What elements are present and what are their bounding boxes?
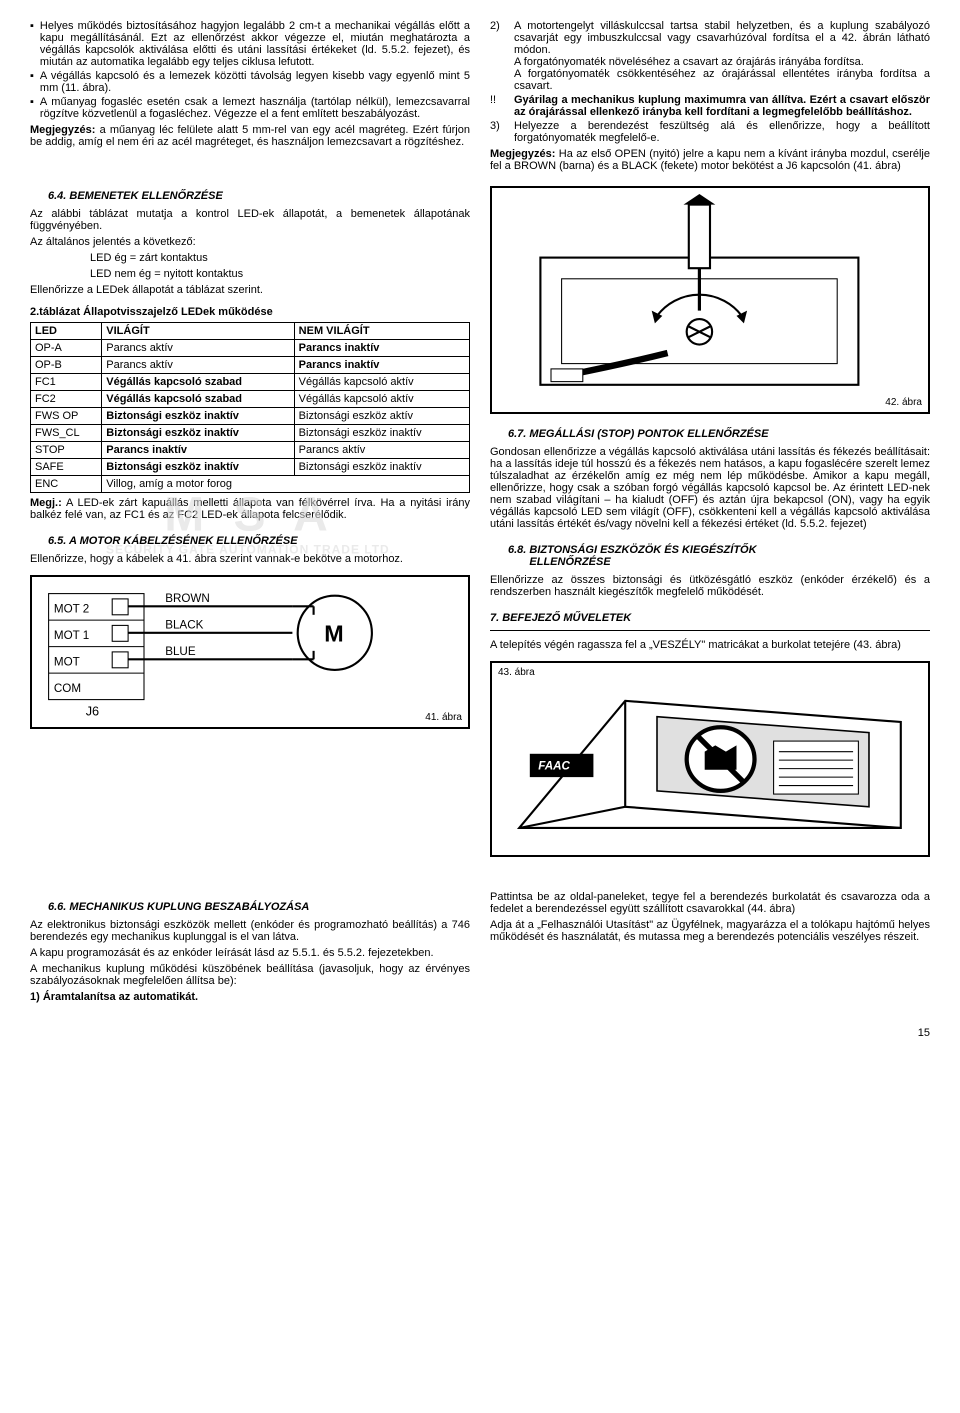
s7-body: A telepítés végén ragassza fel a „VESZÉL…	[490, 639, 930, 651]
bottom-p2: Adja át a „Felhasználói Utasítást" az Üg…	[490, 919, 930, 943]
motcom-label: MOT	[54, 656, 80, 669]
bullet-item: ▪ A műanyag fogasléc esetén csak a lemez…	[30, 96, 470, 120]
right-col-mid: 42. ábra 6.7. MEGÁLLÁSI (STOP) PONTOK EL…	[490, 176, 930, 867]
s64-off: LED nem ég = nyitott kontaktus	[30, 268, 470, 280]
fig41-caption: 41. ábra	[425, 712, 462, 723]
section-7-title: 7. BEFEJEZŐ MŰVELETEK	[490, 612, 930, 624]
note-label: Megjegyzés:	[490, 148, 555, 160]
section-6-8-title: 6.8. BIZTONSÁGI ESZKÖZÖK ÉS KIEGÉSZÍTŐK …	[490, 544, 930, 568]
excl-row: !! Gyárilag a mechanikus kuplung maximum…	[490, 94, 930, 118]
th-off: NEM VILÁGÍT	[294, 323, 469, 340]
fig43-caption: 43. ábra	[498, 667, 535, 678]
s64-gen: Az általános jelentés a következő:	[30, 236, 470, 248]
th-on: VILÁGÍT	[102, 323, 294, 340]
excl-text: Gyárilag a mechanikus kuplung maximumra …	[514, 94, 930, 118]
fig42-svg	[498, 194, 922, 406]
led-table: LED VILÁGÍT NEM VILÁGÍT OP-AParancs aktí…	[30, 322, 470, 493]
table-row: FWS OPBiztonsági eszköz inaktívBiztonság…	[31, 408, 470, 425]
step-text: Helyezze a berendezést feszültség alá és…	[514, 120, 930, 144]
left-col-top: ▪ Helyes működés biztosításához hagyjon …	[30, 20, 470, 176]
bullet-text: Helyes működés biztosításához hagyjon le…	[40, 20, 470, 68]
note-text: Ha az első OPEN (nyitó) jelre a kapu nem…	[490, 148, 930, 172]
top-columns: ▪ Helyes működés biztosításához hagyjon …	[30, 20, 930, 176]
table-caption: 2.táblázat Állapotvisszajelző LEDek műkö…	[30, 306, 470, 318]
step-text: A motortengelyt villáskulccsal tartsa st…	[514, 20, 930, 92]
blue-label: BLUE	[165, 645, 196, 658]
bullet-marker: ▪	[30, 96, 34, 120]
note-paragraph: Megjegyzés: Ha az első OPEN (nyitó) jelr…	[490, 148, 930, 172]
mid-columns: M S A SECURITY GATE AUTOMATION TRADE LTD…	[30, 176, 930, 867]
excl-marker: !!	[490, 94, 508, 118]
bullet-text: A végállás kapcsoló és a lemezek közötti…	[40, 70, 470, 94]
step-row: 3) Helyezze a berendezést feszültség alá…	[490, 120, 930, 144]
s67-body: Gondosan ellenőrizze a végállás kapcsoló…	[490, 446, 930, 530]
table-row: FWS_CLBiztonsági eszköz inaktívBiztonság…	[31, 425, 470, 442]
s66-p2: A kapu programozását és az enkóder leírá…	[30, 947, 470, 959]
left-col-bottom: 6.6. MECHANIKUS KUPLUNG BESZABÁLYOZÁSA A…	[30, 887, 470, 1007]
bullet-item: ▪ A végállás kapcsoló és a lemezek közöt…	[30, 70, 470, 94]
step2-main: A motortengelyt villáskulccsal tartsa st…	[514, 20, 930, 56]
table-header-row: LED VILÁGÍT NEM VILÁGÍT	[31, 323, 470, 340]
brown-label: BROWN	[165, 592, 210, 605]
right-col-bottom: Pattintsa be az oldal-paneleket, tegye f…	[490, 887, 930, 1007]
th-led: LED	[31, 323, 102, 340]
j6-label: J6	[86, 703, 99, 718]
figure-41: MOT 2 MOT 1 MOT COM BROWN BLACK BLUE M	[30, 575, 470, 729]
s66-step1: 1) Áramtalanítsa az automatikát.	[30, 991, 470, 1003]
bullet-item: ▪ Helyes működés biztosításához hagyjon …	[30, 20, 470, 68]
black-label: BLACK	[165, 619, 203, 632]
bottom-columns: 6.6. MECHANIKUS KUPLUNG BESZABÁLYOZÁSA A…	[30, 887, 930, 1007]
figure-43: FAAC 43. ábra	[490, 661, 930, 857]
fig41-svg: MOT 2 MOT 1 MOT COM BROWN BLACK BLUE M	[38, 583, 462, 721]
table-row: OP-AParancs aktívParancs inaktív	[31, 340, 470, 357]
bottom-p1: Pattintsa be az oldal-paneleket, tegye f…	[490, 891, 930, 915]
step-row: 2) A motortengelyt villáskulccsal tartsa…	[490, 20, 930, 92]
section-6-4-title: 6.4. BEMENETEK ELLENŐRZÉSE	[30, 190, 470, 202]
bullet-marker: ▪	[30, 70, 34, 94]
mot2-label: MOT 2	[54, 603, 89, 616]
table-row: SAFEBiztonsági eszköz inaktívBiztonsági …	[31, 459, 470, 476]
table-row: STOPParancs inaktívParancs aktív	[31, 442, 470, 459]
page-number: 15	[30, 1027, 930, 1039]
motcom-label2: COM	[54, 682, 81, 695]
faac-logo: FAAC	[538, 760, 570, 773]
table-row: ENCVillog, amíg a motor forog	[31, 476, 470, 493]
note-paragraph: Megjegyzés: a műanyag léc felülete alatt…	[30, 124, 470, 148]
section-6-7-title: 6.7. MEGÁLLÁSI (STOP) PONTOK ELLENŐRZÉSE	[490, 428, 930, 440]
section-divider	[490, 630, 930, 631]
s64-check: Ellenőrizze a LEDek állapotát a táblázat…	[30, 284, 470, 296]
s65-body: Ellenőrizze, hogy a kábelek a 41. ábra s…	[30, 553, 470, 565]
table-row: OP-BParancs aktívParancs inaktív	[31, 357, 470, 374]
step2-b: A forgatónyomaték növeléséhez a csavart …	[514, 56, 864, 68]
s66-p3: A mechanikus kuplung működési küszöbének…	[30, 963, 470, 987]
mot1-label: MOT 1	[54, 629, 89, 642]
right-col-top: 2) A motortengelyt villáskulccsal tartsa…	[490, 20, 930, 176]
left-col-mid: M S A SECURITY GATE AUTOMATION TRADE LTD…	[30, 176, 470, 867]
motor-m: M	[324, 620, 343, 646]
section-6-6-title: 6.6. MECHANIKUS KUPLUNG BESZABÁLYOZÁSA	[30, 901, 470, 913]
table-row: FC1Végállás kapcsoló szabadVégállás kapc…	[31, 374, 470, 391]
note-text: a műanyag léc felülete alatt 5 mm-rel va…	[30, 124, 470, 148]
figure-42: 42. ábra	[490, 186, 930, 414]
s66-p1: Az elektronikus biztonsági eszközök mell…	[30, 919, 470, 943]
s68-body: Ellenőrizze az összes biztonsági és ütkö…	[490, 574, 930, 598]
s64-intro: Az alábbi táblázat mutatja a kontrol LED…	[30, 208, 470, 232]
step-number: 2)	[490, 20, 508, 92]
section-6-5-title: 6.5. A MOTOR KÁBELZÉSÉNEK ELLENŐRZÉSE	[30, 535, 470, 547]
note-label: Megjegyzés:	[30, 124, 95, 136]
table-row: FC2Végállás kapcsoló szabadVégállás kapc…	[31, 391, 470, 408]
fig43-svg: FAAC	[498, 669, 922, 849]
bullet-marker: ▪	[30, 20, 34, 68]
s64-on: LED ég = zárt kontaktus	[30, 252, 470, 264]
table-note: Megj.: A LED-ek zárt kapuállás melletti …	[30, 497, 470, 521]
step-number: 3)	[490, 120, 508, 144]
fig42-caption: 42. ábra	[885, 397, 922, 408]
step2-c: A forgatónyomaték csökkentéséhez az óraj…	[514, 68, 930, 92]
bullet-text: A műanyag fogasléc esetén csak a lemezt …	[40, 96, 470, 120]
